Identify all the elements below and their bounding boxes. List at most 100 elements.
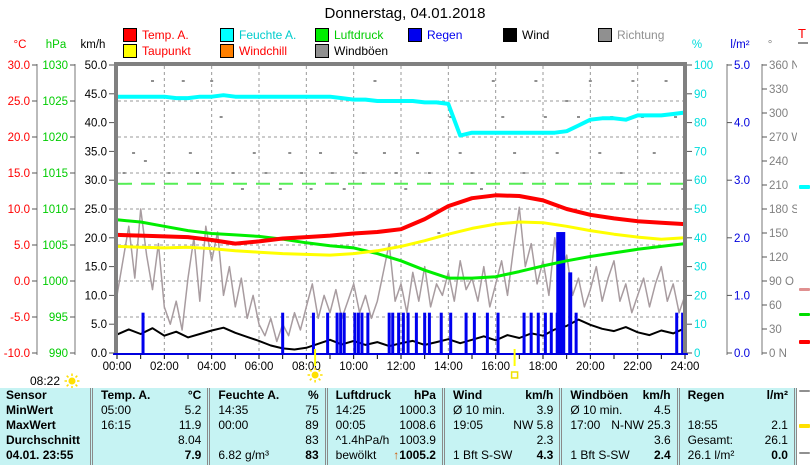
table-cell: 16:15 11.9	[101, 418, 202, 432]
rain-bar	[366, 312, 370, 353]
rain-bar	[311, 312, 315, 353]
rain-bar	[549, 312, 553, 353]
legend-label: Temp. A.	[142, 27, 189, 42]
wind-direction-dot	[681, 188, 685, 190]
axis-tick-label: 1000	[42, 276, 68, 288]
legend-item-regen: Regen	[408, 28, 462, 42]
axis-tick-label: 30	[769, 324, 782, 336]
axis-tick-label: 45.0	[85, 89, 107, 101]
axis-tick-label: 10.0	[85, 290, 107, 302]
table-cell	[680, 403, 794, 418]
legend-item-temp-a-: Temp. A.	[123, 28, 189, 42]
wind-direction-dot	[231, 172, 235, 174]
legend-color-swatch	[315, 28, 329, 42]
wind-direction-dot	[598, 152, 602, 154]
table-cell: 17:00 N-NW 25.3	[570, 418, 671, 432]
axis-tick-label: 5.0	[734, 60, 750, 72]
legend-label: Taupunkt	[142, 43, 191, 58]
axis-tick-label: 1025	[42, 96, 68, 108]
wind-direction-dot	[382, 152, 386, 154]
rain-bar	[326, 312, 330, 353]
wind-direction-dot	[219, 116, 223, 118]
time-tick-label: 18:00	[529, 361, 558, 373]
legend-label: Richtung	[617, 27, 665, 42]
table-cell: Gesamt: 26.1	[687, 433, 788, 447]
axis-tick-label: 30.0	[8, 60, 30, 72]
wind-direction-dot	[361, 172, 365, 174]
wind-direction-dot	[491, 80, 495, 82]
sunset-square-icon	[510, 371, 519, 379]
sunrise-time-label: 08:22	[30, 374, 61, 388]
wind-direction-dot	[151, 80, 154, 82]
time-tick-label: 24:00	[671, 361, 700, 373]
rain-bar	[423, 312, 427, 353]
legend-color-swatch	[598, 28, 612, 42]
axis-tick-label: 40	[694, 233, 707, 245]
rain-bar	[529, 312, 533, 353]
axis-tick-label: 20.0	[85, 233, 107, 245]
wind-direction-dot	[240, 188, 244, 190]
sun-icon	[318, 378, 321, 381]
legend-label: Windchill	[239, 43, 288, 58]
table-row-label: Sensor	[6, 388, 47, 402]
legend-color-swatch	[220, 28, 234, 42]
time-tick-label: 12:00	[387, 361, 416, 373]
rain-bar	[401, 312, 405, 353]
wind-direction-dot	[652, 152, 656, 154]
axis-tick-label: 50.0	[85, 60, 107, 72]
next-panel-fragment	[799, 313, 810, 316]
axis-tick-label: 270 W	[769, 132, 802, 144]
axis-tick-label: 35.0	[85, 146, 107, 158]
next-panel-sliver: T	[797, 0, 810, 465]
axis-tick-label: 0.0	[734, 348, 750, 360]
wind-direction-dot	[522, 172, 526, 174]
table-row-label: Durchschnitt	[6, 433, 81, 447]
axis-tick-label: 120	[769, 252, 788, 264]
time-tick-label: 00:00	[103, 361, 132, 373]
wind-direction-dot	[319, 152, 323, 154]
wind-direction-dot	[674, 116, 678, 118]
table-row-label: 04.01. 23:55	[6, 448, 74, 462]
rain-bar	[335, 312, 339, 353]
axis-tick-label: 40.0	[85, 118, 107, 130]
table-row-labels: Sensor MinWert MaxWert Durchschnitt 04.01. 2…	[0, 388, 90, 465]
axis-tick-label: 100	[694, 60, 713, 72]
next-panel-fragment	[799, 340, 810, 344]
rain-bar	[356, 312, 360, 353]
table-row-label: MinWert	[6, 403, 54, 417]
time-tick-label: 16:00	[481, 361, 510, 373]
wind-direction-dot	[330, 172, 334, 174]
axis-tick-label: 15.0	[85, 262, 107, 274]
rain-bar	[387, 312, 391, 353]
time-tick-label: 20:00	[576, 361, 605, 373]
table-cell: 19:05 NW 5.8	[452, 418, 554, 432]
wind-direction-dot	[416, 152, 420, 154]
next-panel-fragment	[799, 390, 810, 392]
table-cell: bewölkt ↑1005.2	[335, 448, 436, 462]
axis-tick-label: 1015	[42, 168, 68, 180]
table-cell: Ø 10 min. 4.5	[570, 403, 671, 417]
wind-direction-dot	[132, 152, 136, 154]
wind-direction-dot	[181, 80, 185, 82]
axis-tick-label: 70	[694, 146, 707, 158]
sun-icon	[318, 369, 321, 372]
legend-color-swatch	[123, 28, 137, 42]
axis-tick-label: 330	[769, 84, 788, 96]
axis-tick-label: 990	[49, 348, 68, 360]
wind-direction-dot	[373, 80, 377, 82]
rain-bar	[568, 272, 573, 353]
axis-tick-label: 0	[694, 348, 700, 360]
rain-bar	[360, 312, 364, 353]
axis-tick-label: 210	[769, 180, 788, 192]
table-cell: 83	[305, 433, 319, 447]
table-column-header: Feuchte A.%	[218, 388, 319, 402]
legend-label: Feuchte A.	[239, 27, 297, 42]
axis-tick-label: 240	[769, 156, 788, 168]
wind-direction-dot	[458, 152, 462, 154]
rain-bar	[472, 312, 476, 353]
table-cell: Ø 10 min. 3.9	[452, 403, 554, 417]
axis-tick-label: 1020	[42, 132, 68, 144]
table-cell: 18:55 2.1	[687, 418, 788, 432]
table-cell: 1 Bft S-SW 2.4	[570, 448, 671, 462]
plot-frame	[114, 62, 687, 355]
